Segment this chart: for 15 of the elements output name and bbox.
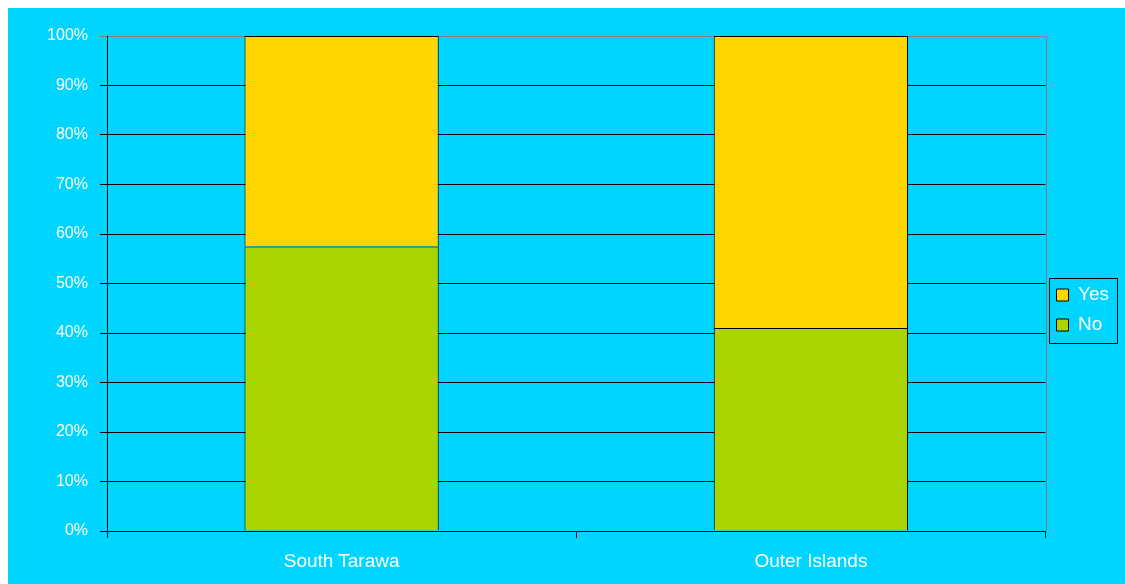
y-tick-label: 60%	[55, 224, 88, 242]
x-tick-label: Outer Islands	[754, 549, 868, 571]
y-tick-label: 100%	[47, 26, 88, 44]
y-tick-label: 70%	[55, 174, 88, 192]
y-tick-label: 20%	[55, 422, 88, 440]
y-tick-label: 0%	[64, 521, 88, 539]
y-tick-label: 50%	[55, 273, 88, 291]
legend-label: No	[1078, 313, 1103, 335]
y-tick-label: 40%	[55, 323, 88, 341]
legend-label: Yes	[1078, 283, 1109, 305]
y-tick-label: 80%	[55, 125, 88, 143]
y-tick-label: 30%	[55, 372, 88, 390]
y-tick-label: 10%	[55, 471, 88, 489]
y-tick-label: 90%	[55, 75, 88, 93]
x-tick-label: South Tarawa	[283, 549, 400, 571]
